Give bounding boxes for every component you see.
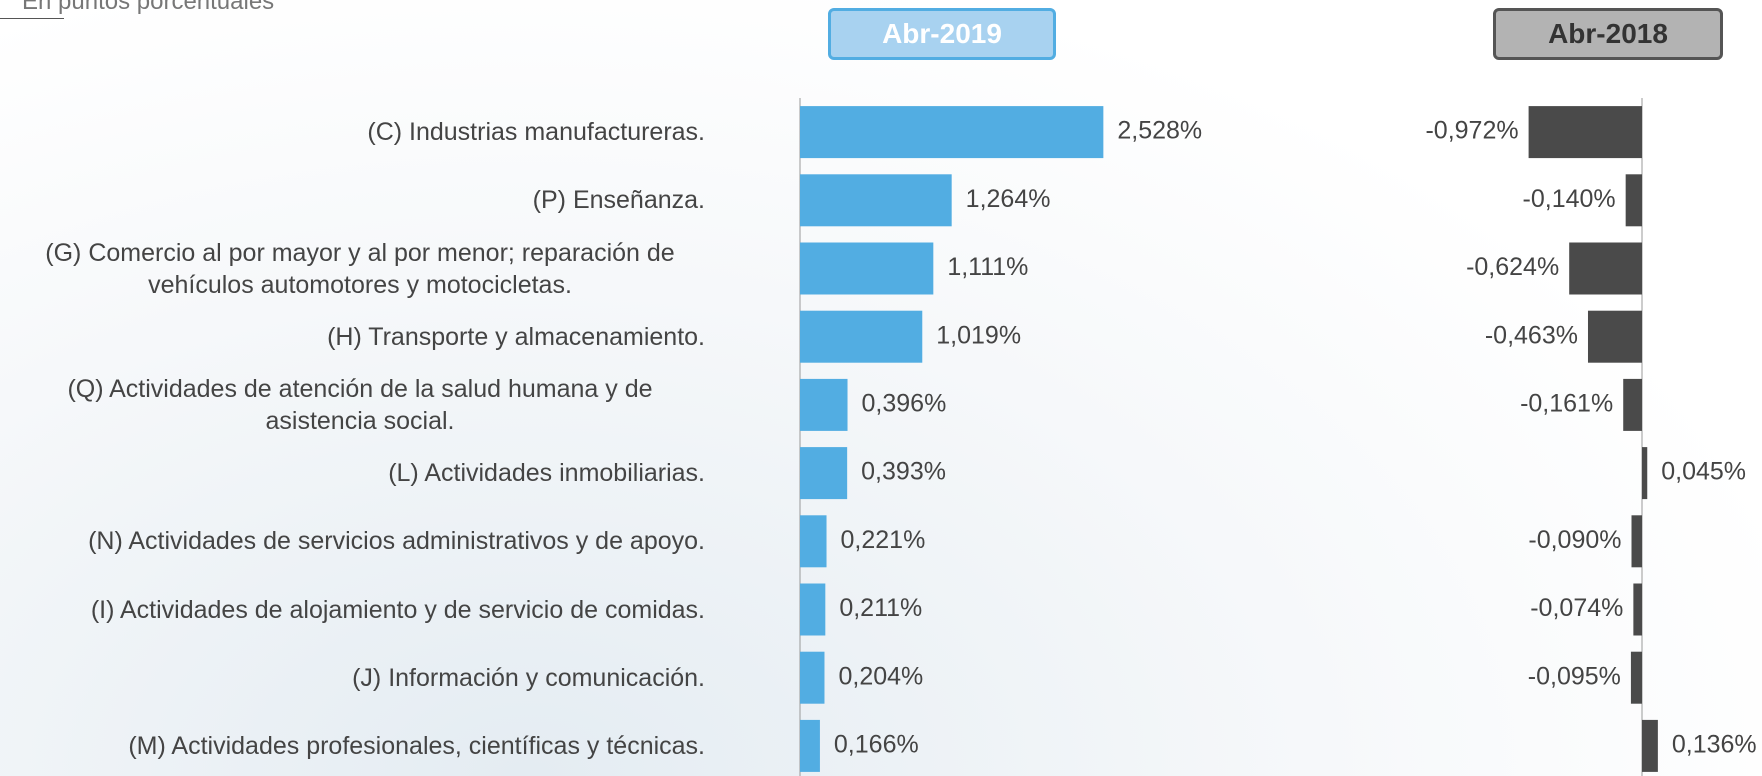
category-label: (M) Actividades profesionales, científic… <box>128 731 705 760</box>
series-header: Abr-2019 <box>828 8 1056 60</box>
category-label: (I) Actividades de alojamiento y de serv… <box>90 595 705 624</box>
value-label: -0,095% <box>1528 662 1621 690</box>
bar <box>1630 651 1642 704</box>
value-label: 0,204% <box>838 662 923 690</box>
category-label: (Q) Actividades de atención de la salud … <box>67 374 653 435</box>
category-label: (C) Industrias manufactureras. <box>367 118 705 147</box>
series-header: Abr-2018 <box>1493 8 1723 60</box>
value-label: 2,528% <box>1117 117 1202 145</box>
category-label: (P) Enseñanza. <box>532 186 705 215</box>
value-label: -0,074% <box>1530 594 1623 622</box>
bar <box>1625 174 1642 227</box>
value-label: -0,463% <box>1485 321 1578 349</box>
bar <box>1569 242 1642 295</box>
bar <box>800 174 952 227</box>
bar <box>800 515 827 568</box>
value-label: 0,136% <box>1672 731 1757 759</box>
value-label: -0,161% <box>1520 390 1613 418</box>
category-label: (H) Transporte y almacenamiento. <box>327 322 705 351</box>
value-label: -0,972% <box>1425 117 1518 145</box>
value-label: 0,166% <box>834 731 919 759</box>
bar <box>1642 447 1648 500</box>
bar <box>800 583 826 636</box>
value-label: 0,393% <box>861 458 946 486</box>
category-label: (G) Comercio al por mayor y al por menor… <box>45 238 675 299</box>
category-label: (N) Actividades de servicios administrat… <box>88 527 705 556</box>
bar <box>1587 310 1642 363</box>
bar <box>800 310 923 363</box>
value-label: 0,221% <box>841 526 926 554</box>
bar <box>1623 378 1642 431</box>
bar <box>1528 106 1642 159</box>
category-label: (J) Información y comunicación. <box>352 663 705 692</box>
value-label: 0,396% <box>862 390 947 418</box>
value-label: 0,045% <box>1661 458 1746 486</box>
bar <box>800 719 820 772</box>
bar <box>1633 583 1642 636</box>
value-label: -0,140% <box>1523 185 1616 213</box>
value-label: 1,264% <box>966 185 1051 213</box>
value-label: 0,211% <box>839 594 922 622</box>
bar <box>800 651 825 704</box>
value-label: -0,090% <box>1528 526 1621 554</box>
note: En puntos porcentuales <box>22 0 275 15</box>
rule <box>0 18 64 19</box>
value-label: 1,019% <box>936 321 1021 349</box>
bar <box>1642 719 1658 772</box>
bar <box>1631 515 1642 568</box>
bar <box>800 378 848 431</box>
bar <box>800 447 848 500</box>
bar <box>800 106 1104 159</box>
value-label: 1,111% <box>947 253 1028 281</box>
category-label: (L) Actividades inmobiliarias. <box>388 459 705 488</box>
value-label: -0,624% <box>1466 253 1559 281</box>
bar <box>800 242 934 295</box>
